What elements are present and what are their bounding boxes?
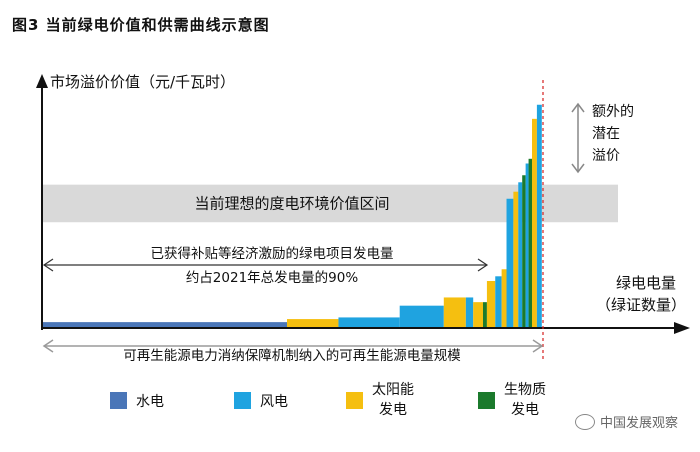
watermark: 中国发展观察 <box>574 412 678 431</box>
x-axis-arrow <box>674 322 690 334</box>
wechat-icon <box>574 413 595 430</box>
subsidy-arrow-right-head <box>477 258 489 272</box>
subsidy-annotation-line1: 已获得补贴等经济激励的绿电项目发电量 <box>151 245 394 262</box>
legend-label-3: 太阳能发电 <box>372 382 414 418</box>
bar-13 <box>513 191 519 328</box>
bottom-range-arrow-right <box>532 339 544 353</box>
legend-swatch-3 <box>346 392 363 409</box>
bar-11 <box>501 269 507 328</box>
bar-6 <box>465 297 474 328</box>
premium-arrow-bottom <box>571 163 585 174</box>
bar-16 <box>525 163 529 328</box>
bar-12 <box>506 198 514 328</box>
bottom-annotation: 可再生能源电力消纳保障机制纳入的可再生能源电量规模 <box>123 348 461 364</box>
x-axis-label: 绿电电量（绿证数量） <box>596 274 686 314</box>
bar-4 <box>399 305 444 328</box>
legend: 水电 风电 太阳能发电 生物质发电 <box>110 382 546 418</box>
bar-2 <box>287 319 339 328</box>
bar-9 <box>486 281 496 328</box>
watermark-text: 中国发展观察 <box>599 416 678 431</box>
legend-label-1: 水电 <box>136 394 164 410</box>
bar-7 <box>473 302 483 328</box>
bars-group <box>42 104 542 328</box>
y-axis-label: 市场溢价价值（元/千瓦时） <box>50 73 235 91</box>
legend-swatch-4 <box>478 392 495 409</box>
legend-label-2: 风电 <box>260 394 288 410</box>
subsidy-annotation-line2: 约占2021年总发电量的90% <box>186 270 359 286</box>
subsidy-arrow-left-head <box>42 258 54 272</box>
bar-5 <box>443 297 466 328</box>
bar-18 <box>532 118 537 328</box>
figure-title: 图3 当前绿电价值和供需曲线示意图 <box>12 16 270 34</box>
bar-10 <box>495 276 502 328</box>
premium-annotation: 额外的潜在溢价 <box>592 104 634 164</box>
legend-swatch-2 <box>234 392 251 409</box>
bar-14 <box>518 182 523 328</box>
bottom-range-arrow-left <box>42 339 54 353</box>
y-axis-arrow <box>36 74 48 88</box>
bar-19 <box>536 104 542 328</box>
legend-label-4: 生物质发电 <box>504 382 546 418</box>
bar-17 <box>528 158 532 328</box>
legend-swatch-1 <box>110 392 127 409</box>
bar-3 <box>338 317 400 328</box>
bar-8 <box>483 302 487 328</box>
bar-1 <box>42 322 287 328</box>
premium-arrow-top <box>571 102 585 113</box>
value-band-label: 当前理想的度电环境价值区间 <box>194 194 389 212</box>
bar-15 <box>522 175 526 328</box>
